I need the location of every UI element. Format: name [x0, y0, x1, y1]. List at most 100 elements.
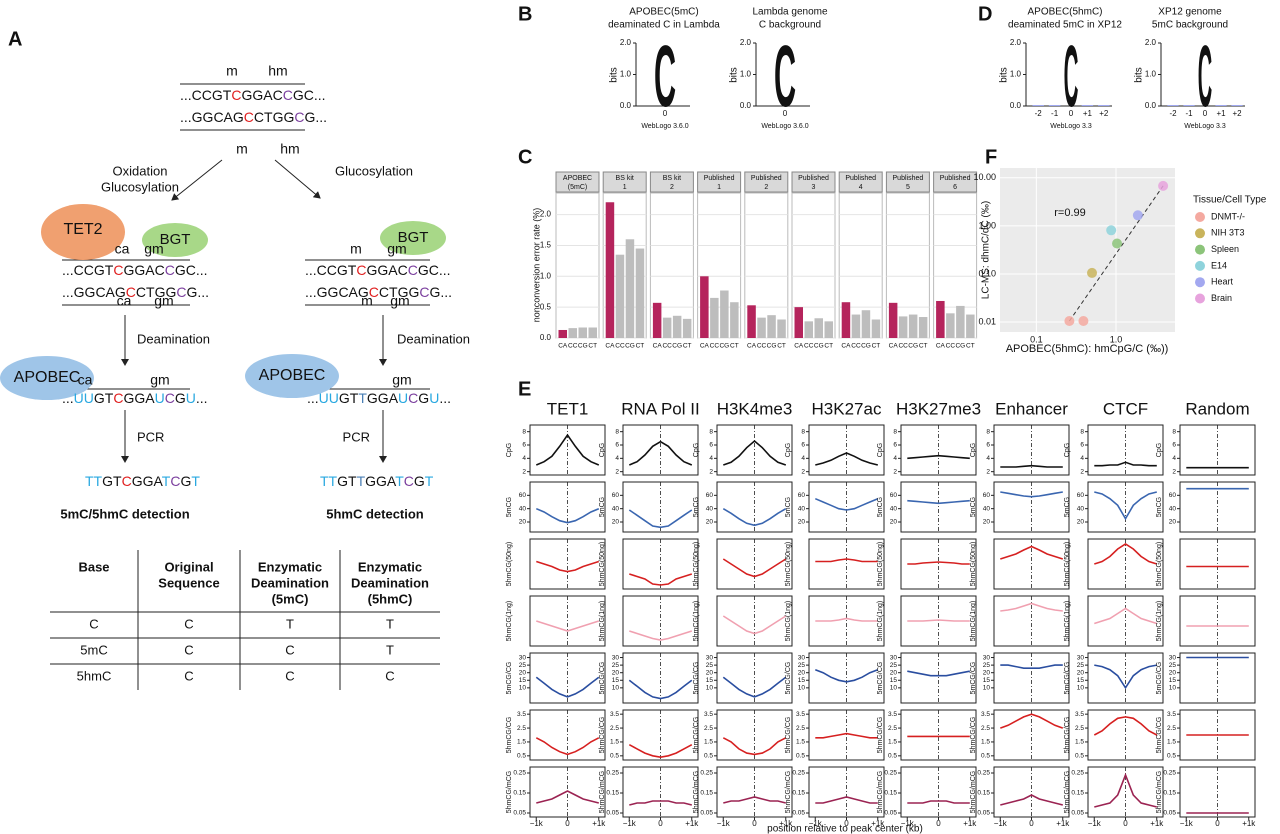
profile-line — [815, 617, 878, 622]
y-tick-label: 1.0 — [740, 70, 752, 79]
x-tick-label: 0.1 — [1030, 334, 1043, 344]
table-header: Base — [78, 559, 109, 574]
row-label: 5hmCG/mCG — [1064, 771, 1071, 813]
table-cell: 5mC — [80, 642, 107, 657]
base: T — [425, 473, 434, 489]
y-tick-label: 30 — [706, 654, 714, 661]
x-tick-label: 0 — [936, 819, 941, 828]
row-label: 5mCG — [877, 497, 884, 517]
x-tick-label: 0 — [663, 109, 668, 118]
y-tick-label: 40 — [1169, 505, 1177, 512]
sequence: ...CCGTCGGACCGC... — [62, 262, 208, 278]
y-tick-label: 2 — [1172, 468, 1176, 475]
bar — [662, 317, 672, 338]
x-tick-label: CG — [767, 343, 777, 350]
y-tick-label: 0.25 — [700, 770, 713, 777]
sequence: ...CCGTCGGACCGC... — [180, 87, 326, 103]
detection-label: 5hmC detection — [326, 506, 424, 521]
x-tick-label: CA — [889, 343, 899, 350]
x-tick-label: CA — [653, 343, 663, 350]
logo-letter — [1081, 105, 1094, 106]
x-tick-label: CC — [851, 343, 861, 350]
profile-line — [907, 454, 970, 460]
y-tick-label: 6 — [709, 442, 713, 449]
y-tick-label: 4 — [893, 455, 897, 462]
row-label: 5hmCG/mCG — [693, 771, 700, 813]
modification-mark: gm — [392, 372, 411, 388]
y-tick-label: 6 — [1172, 442, 1176, 449]
profile-line — [723, 796, 786, 804]
y-tick-label: 6 — [1080, 442, 1084, 449]
facet-strip — [791, 171, 836, 193]
y-tick-label: 8 — [615, 428, 619, 435]
y-tick-label: 30 — [983, 654, 991, 661]
y-tick-label: 10 — [519, 685, 527, 692]
y-tick-label: 8 — [986, 428, 990, 435]
bar — [936, 300, 945, 338]
profile-line — [722, 508, 787, 527]
x-tick-label: +1k — [1150, 819, 1164, 828]
bar — [747, 305, 756, 338]
logo-title: C background — [759, 20, 821, 31]
bar — [888, 302, 898, 338]
bar — [956, 305, 965, 338]
legend-swatch — [1195, 260, 1205, 271]
row-label: 5mCG — [599, 497, 606, 517]
base: GGAC — [241, 87, 282, 103]
row-label: 5mCG — [785, 497, 792, 517]
y-tick-label: 20 — [706, 519, 714, 526]
x-tick-label: CC — [757, 343, 767, 350]
x-tick-label: −1k — [994, 819, 1008, 828]
y-tick-label: 0.25 — [513, 770, 526, 777]
data-point — [1087, 267, 1098, 278]
y-tick-label: 1.5 — [796, 739, 805, 746]
row-label: 5hmCG(50ng) — [599, 542, 606, 586]
enzyme-label: BGT — [398, 229, 429, 246]
profile-line — [907, 499, 970, 505]
base: U — [155, 390, 165, 406]
panel-label: C — [518, 146, 532, 168]
y-tick-label: 20 — [1077, 669, 1085, 676]
base: CTGG — [379, 284, 419, 300]
bar — [794, 307, 803, 338]
table-header: Deamination — [251, 575, 329, 590]
x-tick-label: CG — [672, 343, 682, 350]
y-tick-label: 25 — [706, 662, 714, 669]
data-point — [1064, 316, 1075, 327]
table-header: Original — [164, 559, 213, 574]
bar — [871, 319, 881, 338]
y-tick-label: 6 — [986, 442, 990, 449]
base: C — [176, 284, 186, 300]
y-tick-label: 0.15 — [792, 790, 805, 797]
x-tick-label: CC — [804, 343, 814, 350]
y-tick-label: 0.05 — [700, 810, 713, 817]
facet-strip — [744, 171, 789, 193]
y-tick-label: 40 — [798, 505, 806, 512]
column-title: H3K27ac — [812, 399, 882, 418]
bar — [672, 315, 682, 338]
y-tick-label: 0.15 — [606, 790, 619, 797]
bar — [946, 313, 955, 338]
x-tick-label: 0 — [1029, 819, 1034, 828]
y-tick-label: 20 — [798, 519, 806, 526]
legend-swatch — [1195, 277, 1205, 288]
step-label: Glucosylation — [335, 163, 413, 178]
y-tick-label: 15 — [890, 677, 898, 684]
x-tick-label: 0 — [1203, 109, 1208, 118]
x-tick-label: −1k — [623, 819, 637, 828]
base: C — [408, 262, 418, 278]
x-tick-label: CG — [814, 343, 824, 350]
y-tick-label: 30 — [1169, 654, 1177, 661]
panel-label: B — [518, 3, 532, 25]
base: G — [418, 390, 429, 406]
y-tick-label: 8 — [801, 428, 805, 435]
profile-line — [723, 439, 787, 466]
y-tick-label: 25 — [1169, 662, 1177, 669]
y-tick-label: 2 — [709, 468, 713, 475]
facet-label: BS kit — [616, 175, 634, 182]
profile-line — [536, 620, 600, 632]
y-tick-label: 0.05 — [513, 810, 526, 817]
row-label: 5mCG/CG — [1156, 662, 1163, 695]
y-tick-label: 0.0 — [1010, 101, 1022, 110]
y-tick-label: 10 — [1077, 685, 1085, 692]
